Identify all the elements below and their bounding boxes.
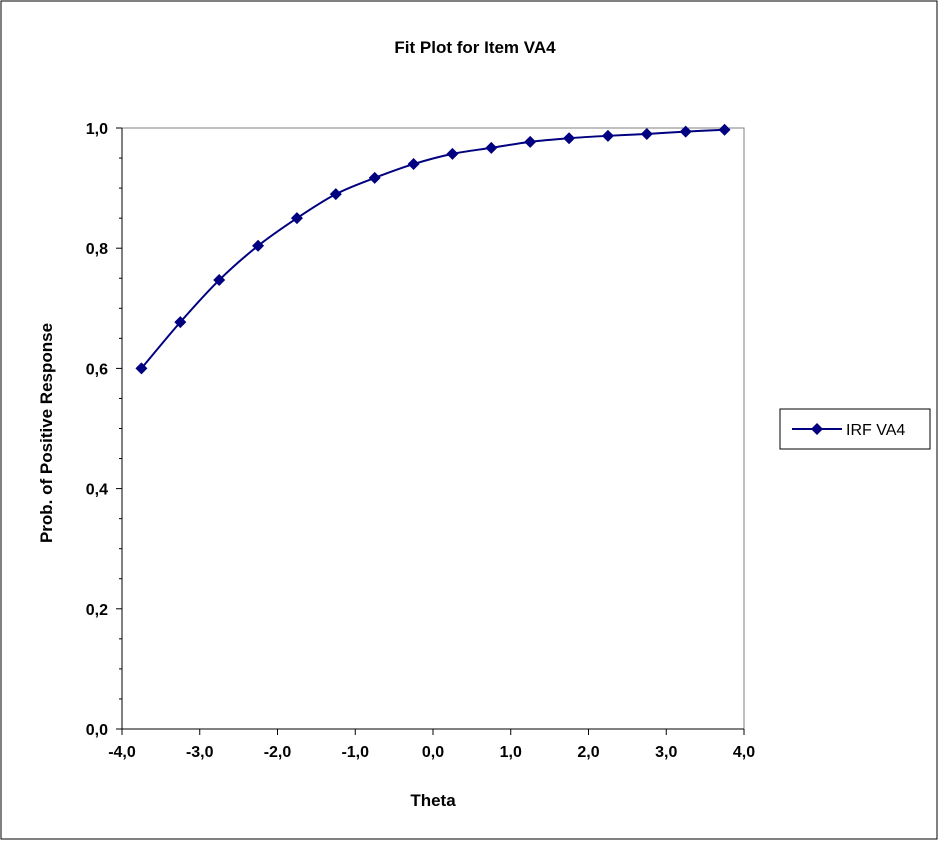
plot-area (121, 127, 745, 730)
x-tick-label: 1,0 (500, 744, 522, 761)
data-point (679, 125, 692, 138)
x-axis: -4,0 -3,0 -2,0 -1,0 0,0 1,0 2,0 3,0 4,0 (108, 728, 755, 761)
x-tick-label: 2,0 (577, 744, 599, 761)
y-tick-label: 0,4 (86, 482, 108, 499)
data-point (601, 129, 614, 142)
x-tick-label: -1,0 (341, 744, 369, 761)
data-point (718, 123, 731, 136)
x-tick-label: -4,0 (108, 744, 136, 761)
series-layer (135, 123, 731, 375)
data-point (213, 274, 226, 287)
series-line (140, 128, 725, 370)
data-point (446, 147, 459, 160)
chart-title: Fit Plot for Item VA4 (394, 38, 556, 57)
y-tick-label: 0,0 (86, 722, 108, 739)
data-point (485, 141, 498, 154)
data-point (174, 316, 187, 329)
x-tick-label: -2,0 (264, 744, 292, 761)
data-point (563, 132, 576, 145)
x-tick-label: -3,0 (186, 744, 214, 761)
y-tick-label: 0,2 (86, 602, 108, 619)
data-point (407, 158, 420, 171)
y-tick-label: 1,0 (86, 121, 108, 138)
x-tick-label: 4,0 (733, 744, 755, 761)
data-point (135, 362, 148, 375)
data-point (524, 135, 537, 148)
data-point (368, 171, 381, 184)
y-axis-title: Prob. of Positive Response (37, 323, 56, 543)
data-point (640, 128, 653, 141)
data-point (329, 188, 342, 201)
x-tick-label: 3,0 (655, 744, 677, 761)
y-tick-label: 0,8 (86, 241, 108, 258)
y-tick-label: 0,6 (86, 361, 108, 378)
x-axis-title: Theta (410, 791, 456, 810)
legend-marker (811, 423, 823, 435)
legend-label: IRF VA4 (846, 422, 905, 439)
y-axis: 0,0 0,2 0,4 0,6 0,8 1,0 (86, 121, 123, 739)
data-point (252, 239, 265, 252)
data-point (290, 212, 303, 225)
x-tick-label: 0,0 (422, 744, 444, 761)
legend: IRF VA4 (779, 408, 931, 450)
